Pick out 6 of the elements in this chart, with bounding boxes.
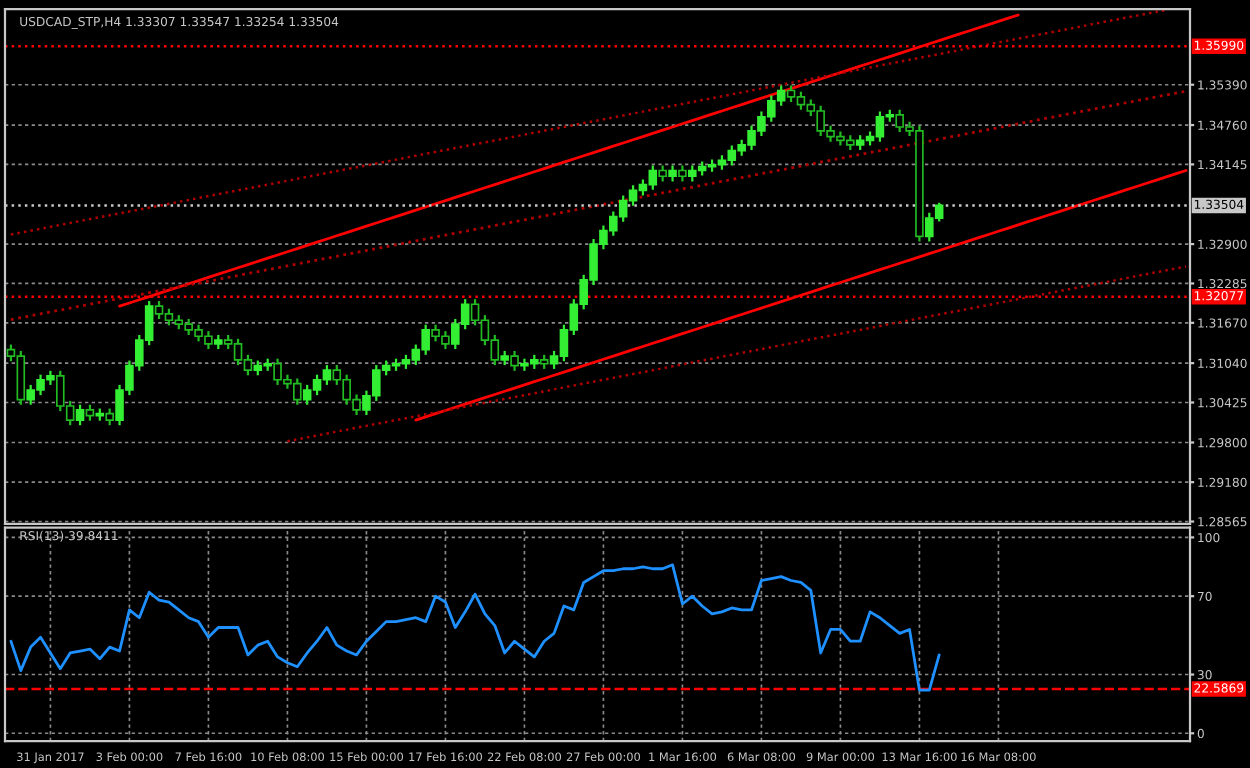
line-series: [9, 89, 1188, 322]
candlestick: [75, 403, 85, 427]
candlestick: [510, 349, 519, 372]
line-series: [286, 265, 1188, 443]
line-series: [9, 563, 941, 692]
line-series: [9, 9, 1168, 236]
